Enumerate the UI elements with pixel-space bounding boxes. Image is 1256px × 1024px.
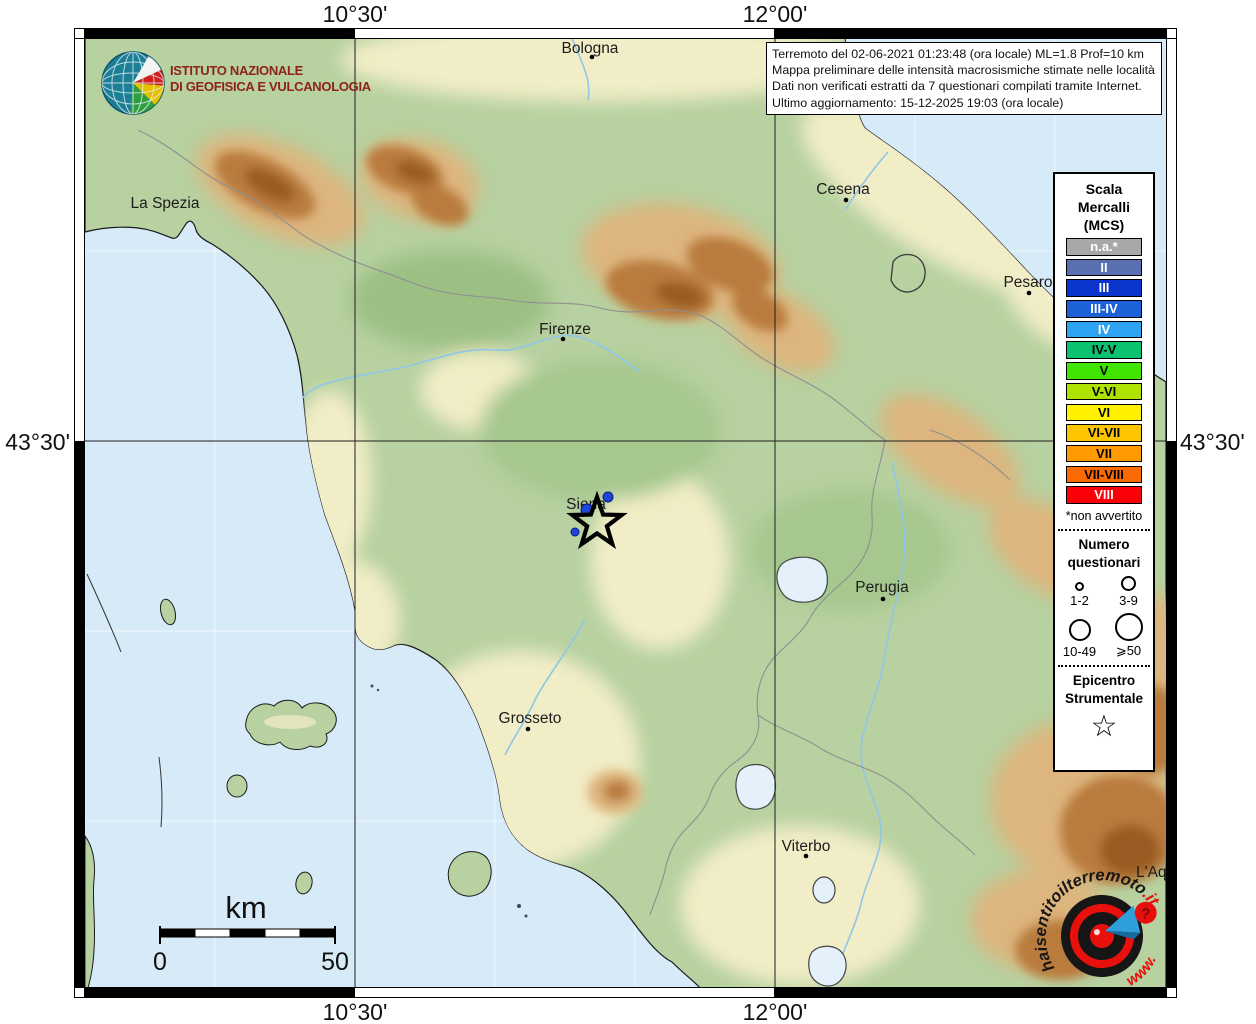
city-label-laquila: L'Aquila	[1136, 864, 1166, 881]
size-circle-10-49	[1068, 618, 1091, 641]
city-label-firenze: Firenze	[539, 321, 591, 338]
frame-corner-bl	[74, 987, 85, 998]
frame-bottom	[85, 987, 1166, 998]
mercalli-swatch-vi: VI	[1066, 403, 1142, 421]
islets	[370, 684, 528, 918]
axis-bottom-lon-1030: 10°30'	[322, 999, 388, 1024]
axis-top-lon-1030: 10°30'	[322, 1, 388, 27]
frame-top	[85, 28, 1166, 39]
lakes	[735, 556, 847, 987]
info-line-data: Dati non verificati estratti da 7 questi…	[772, 79, 1142, 94]
mercalli-swatch-iii: III	[1066, 279, 1142, 297]
axis-bottom-lon-1200: 12°00'	[742, 999, 808, 1024]
frame-right	[1166, 38, 1177, 988]
axis-left-lat-4330: 43°30'	[5, 429, 70, 455]
graticule-major	[85, 38, 1166, 988]
mercalli-swatch-vi-vii: VI-VII	[1066, 424, 1142, 442]
info-line-event: Terremoto del 02-06-2021 01:23:48 (ora l…	[772, 47, 1144, 61]
city-label-perugia: Perugia	[855, 579, 909, 596]
epicenter-star-icon: ☆	[1090, 709, 1118, 743]
ingv-logo-text: ISTITUTO NAZIONALE DI GEOFISICA E VULCAN…	[170, 63, 371, 94]
size-circle-3-9	[1121, 575, 1136, 591]
info-line-update: Ultimo aggiornamento: 15-12-2025 19:03 (…	[772, 95, 1064, 110]
frame-corner-tl	[74, 28, 85, 39]
size-circle-50	[1114, 612, 1143, 641]
mercalli-swatch-v-vi: V-VI	[1066, 382, 1142, 401]
mercalli-swatch-vii: VII	[1066, 444, 1142, 463]
scale-bar-unit: km	[225, 890, 266, 925]
earthquake-info-box: Terremoto del 02-06-2021 01:23:48 (ora l…	[766, 42, 1162, 115]
mercalli-swatch-iv-v: IV-V	[1066, 341, 1142, 359]
question-badge	[1134, 901, 1157, 924]
elba-lowland	[264, 715, 316, 729]
legend-footnote: *non avvertito	[1065, 508, 1143, 523]
epicenter-star	[566, 490, 628, 550]
mercalli-swatch-na: n.a.*	[1066, 238, 1142, 256]
corsica-coast	[85, 573, 163, 988]
megaphone-icon	[1104, 905, 1141, 933]
legend-box: Scala Mercalli (MCS) n.a.* II III III-IV…	[1053, 172, 1155, 772]
frame-corner-br	[1166, 987, 1177, 998]
info-line-map: Mappa preliminare delle intensità macros…	[772, 63, 1155, 78]
legend-divider-2	[1058, 664, 1150, 667]
scale-bar-max: 50	[321, 948, 349, 976]
city-label-laspezia: La Spezia	[131, 195, 200, 212]
questionnaire-size-key: 1-2 3-9 10-49 ⩾50	[1055, 575, 1153, 659]
mercalli-swatch-v: V	[1066, 362, 1142, 380]
city-label-cesena: Cesena	[816, 181, 870, 198]
epicenter-title: Epicentro	[1072, 672, 1136, 688]
city-label-bologna: Bologna	[562, 40, 619, 57]
mercalli-swatch-ii: II	[1066, 258, 1142, 277]
size-circle-1-2	[1075, 581, 1084, 591]
rivers	[302, 38, 906, 986]
city-label-viterbo: Viterbo	[782, 838, 831, 855]
axis-top-lon-1200: 12°00'	[742, 1, 808, 27]
terrain-map: Bologna Cesena La Spezia Firenze Pesaro …	[85, 38, 1166, 988]
scale-bar-min: 0	[153, 948, 167, 976]
mercalli-swatch-iii-iv: III-IV	[1066, 300, 1142, 318]
ingv-globe-icon	[101, 51, 165, 115]
scale-bar: km 0 50	[153, 890, 349, 976]
mercalli-swatch-viii: VIII	[1066, 486, 1142, 504]
san-marino-border	[890, 253, 926, 293]
mercalli-swatch-vii-viii: VII-VIII	[1066, 465, 1142, 484]
city-label-pesaro: Pesaro	[1003, 274, 1052, 291]
questionnaires-title: Numero	[1078, 536, 1130, 552]
question-mark: ?	[1140, 905, 1151, 923]
mercalli-scale: n.a.* II III III-IV IV IV-V V V-VI VI VI…	[1055, 238, 1153, 504]
legend-divider	[1058, 528, 1150, 531]
mercalli-swatch-iv: IV	[1066, 320, 1142, 339]
frame-corner-tr	[1166, 28, 1177, 39]
axis-right-lat-4330: 43°30'	[1180, 429, 1245, 455]
region-borders	[137, 129, 1011, 916]
frame-left	[74, 38, 85, 988]
city-label-grosseto: Grosseto	[499, 710, 562, 727]
ingv-logo: ISTITUTO NAZIONALE DI GEOFISICA E VULCAN…	[95, 46, 371, 118]
legend-title: Scala	[1085, 181, 1123, 197]
map-canvas: Bologna Cesena La Spezia Firenze Pesaro …	[85, 38, 1166, 988]
